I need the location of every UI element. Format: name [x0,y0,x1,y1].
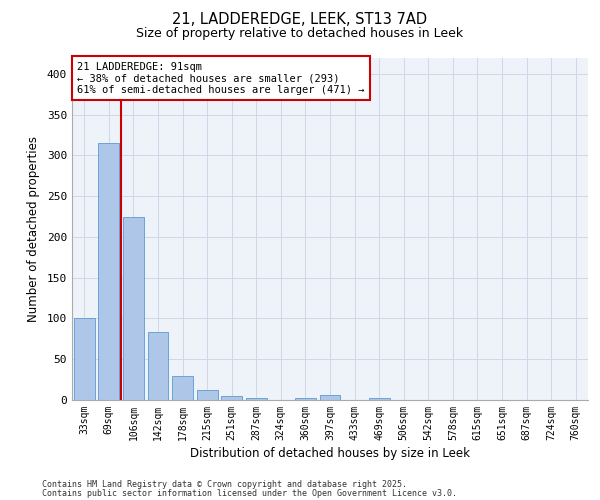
Bar [295,398,316,400]
Bar [246,398,267,400]
Text: Contains public sector information licensed under the Open Government Licence v3: Contains public sector information licen… [42,489,457,498]
Text: Contains HM Land Registry data © Crown copyright and database right 2025.: Contains HM Land Registry data © Crown c… [42,480,407,489]
Bar [148,332,169,400]
Bar [74,318,95,400]
Bar [197,390,218,400]
Bar [221,396,242,400]
Bar [123,216,144,400]
Y-axis label: Number of detached properties: Number of detached properties [27,136,40,322]
Text: 21 LADDEREDGE: 91sqm
← 38% of detached houses are smaller (293)
61% of semi-deta: 21 LADDEREDGE: 91sqm ← 38% of detached h… [77,62,364,95]
Bar [98,143,119,400]
Bar [172,376,193,400]
Bar [368,398,389,400]
Bar [320,395,340,400]
X-axis label: Distribution of detached houses by size in Leek: Distribution of detached houses by size … [190,447,470,460]
Text: 21, LADDEREDGE, LEEK, ST13 7AD: 21, LADDEREDGE, LEEK, ST13 7AD [172,12,428,28]
Text: Size of property relative to detached houses in Leek: Size of property relative to detached ho… [136,28,464,40]
